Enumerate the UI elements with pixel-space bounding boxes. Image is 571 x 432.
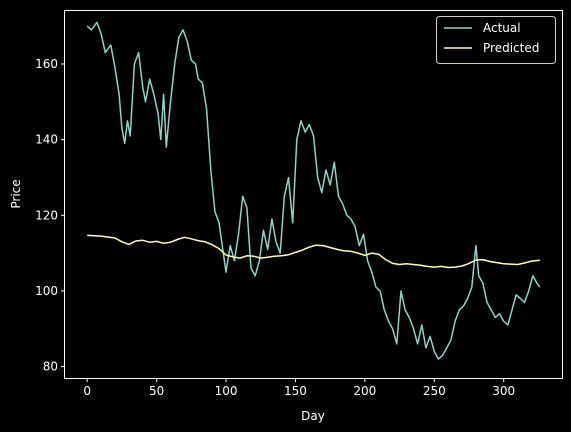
x-tick-label: 150 [284, 384, 307, 398]
y-tick-label: 160 [35, 57, 58, 71]
y-tick-label: 80 [43, 360, 58, 374]
y-tick-label: 140 [35, 133, 58, 147]
series-line-predicted [87, 234, 540, 269]
y-axis: 80 100 120 140 160 [35, 57, 65, 374]
x-tick-label: 50 [149, 384, 164, 398]
x-axis-label: Day [301, 409, 325, 423]
y-tick-label: 120 [35, 208, 58, 222]
x-tick-label: 0 [83, 384, 91, 398]
x-tick-label: 200 [353, 384, 376, 398]
series-layer [86, 21, 541, 360]
legend-label-actual: Actual [483, 21, 521, 35]
plot-frame [64, 10, 563, 379]
y-tick-label: 100 [35, 284, 58, 298]
x-tick-label: 100 [215, 384, 238, 398]
x-axis: 0 50 100 150 200 250 300 [83, 378, 515, 398]
x-tick-label: 300 [492, 384, 515, 398]
series-line-actual [86, 21, 541, 360]
x-tick-label: 250 [423, 384, 446, 398]
y-axis-label: Price [9, 179, 23, 208]
legend: Actual Predicted [436, 16, 556, 64]
legend-label-predicted: Predicted [483, 41, 539, 55]
